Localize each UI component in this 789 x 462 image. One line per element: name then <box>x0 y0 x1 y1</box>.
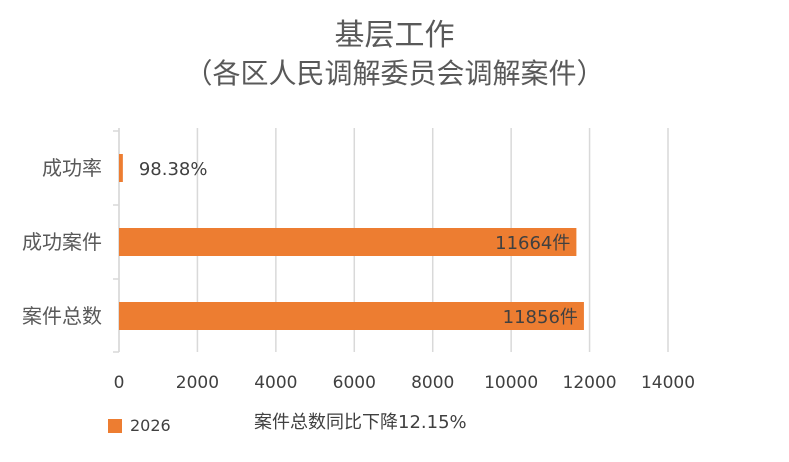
y-category-label: 成功率 <box>42 156 102 180</box>
bar <box>119 302 584 330</box>
x-tick-label: 2000 <box>176 373 219 393</box>
y-category-label: 案件总数 <box>22 304 102 328</box>
legend-label: 2026 <box>130 416 171 435</box>
chart-title-line2: （各区人民调解委员会调解案件） <box>184 57 605 90</box>
x-tick-label: 4000 <box>254 373 297 393</box>
x-tick-label: 10000 <box>484 373 538 393</box>
x-tick-label: 8000 <box>411 373 454 393</box>
x-tick-label: 6000 <box>333 373 376 393</box>
chart-annotation: 案件总数同比下降12.15% <box>254 412 467 433</box>
x-tick-label: 14000 <box>641 373 695 393</box>
bar-data-label: 11664件 <box>495 233 570 254</box>
chart-legend: 2026 <box>108 416 171 435</box>
chart-title-line1: 基层工作 <box>334 18 455 53</box>
x-tick-label: 0 <box>114 373 125 393</box>
x-tick-label: 12000 <box>563 373 617 393</box>
bar <box>119 154 123 182</box>
y-category-label: 成功案件 <box>22 230 102 254</box>
legend-swatch <box>108 418 122 433</box>
bar <box>119 228 577 256</box>
bar-data-label: 98.38% <box>139 159 208 180</box>
bar-data-label: 11856件 <box>503 307 578 328</box>
